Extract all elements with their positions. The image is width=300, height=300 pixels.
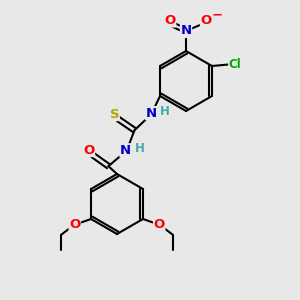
Text: Cl: Cl xyxy=(229,58,242,71)
Text: N: N xyxy=(120,144,131,157)
Text: −: − xyxy=(212,8,223,22)
Text: O: O xyxy=(154,218,165,231)
Text: O: O xyxy=(200,14,212,27)
Text: S: S xyxy=(110,107,119,121)
Text: N: N xyxy=(180,24,192,38)
Text: O: O xyxy=(164,14,176,27)
Text: H: H xyxy=(160,105,170,118)
Text: O: O xyxy=(69,218,80,231)
Text: O: O xyxy=(83,143,94,157)
Text: H: H xyxy=(135,142,145,155)
Text: N: N xyxy=(146,106,157,120)
